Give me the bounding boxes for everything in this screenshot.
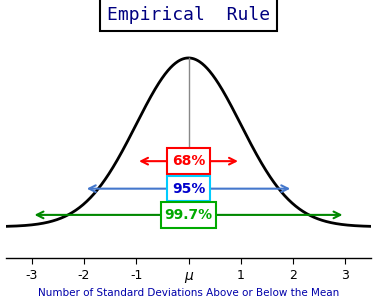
Title: Empirical  Rule: Empirical Rule bbox=[107, 5, 270, 23]
FancyBboxPatch shape bbox=[167, 176, 210, 201]
Text: 68%: 68% bbox=[172, 154, 205, 168]
FancyBboxPatch shape bbox=[161, 202, 216, 228]
FancyBboxPatch shape bbox=[167, 148, 210, 174]
Text: 99.7%: 99.7% bbox=[164, 208, 213, 222]
Text: 95%: 95% bbox=[172, 182, 205, 196]
X-axis label: Number of Standard Deviations Above or Below the Mean: Number of Standard Deviations Above or B… bbox=[38, 288, 339, 299]
